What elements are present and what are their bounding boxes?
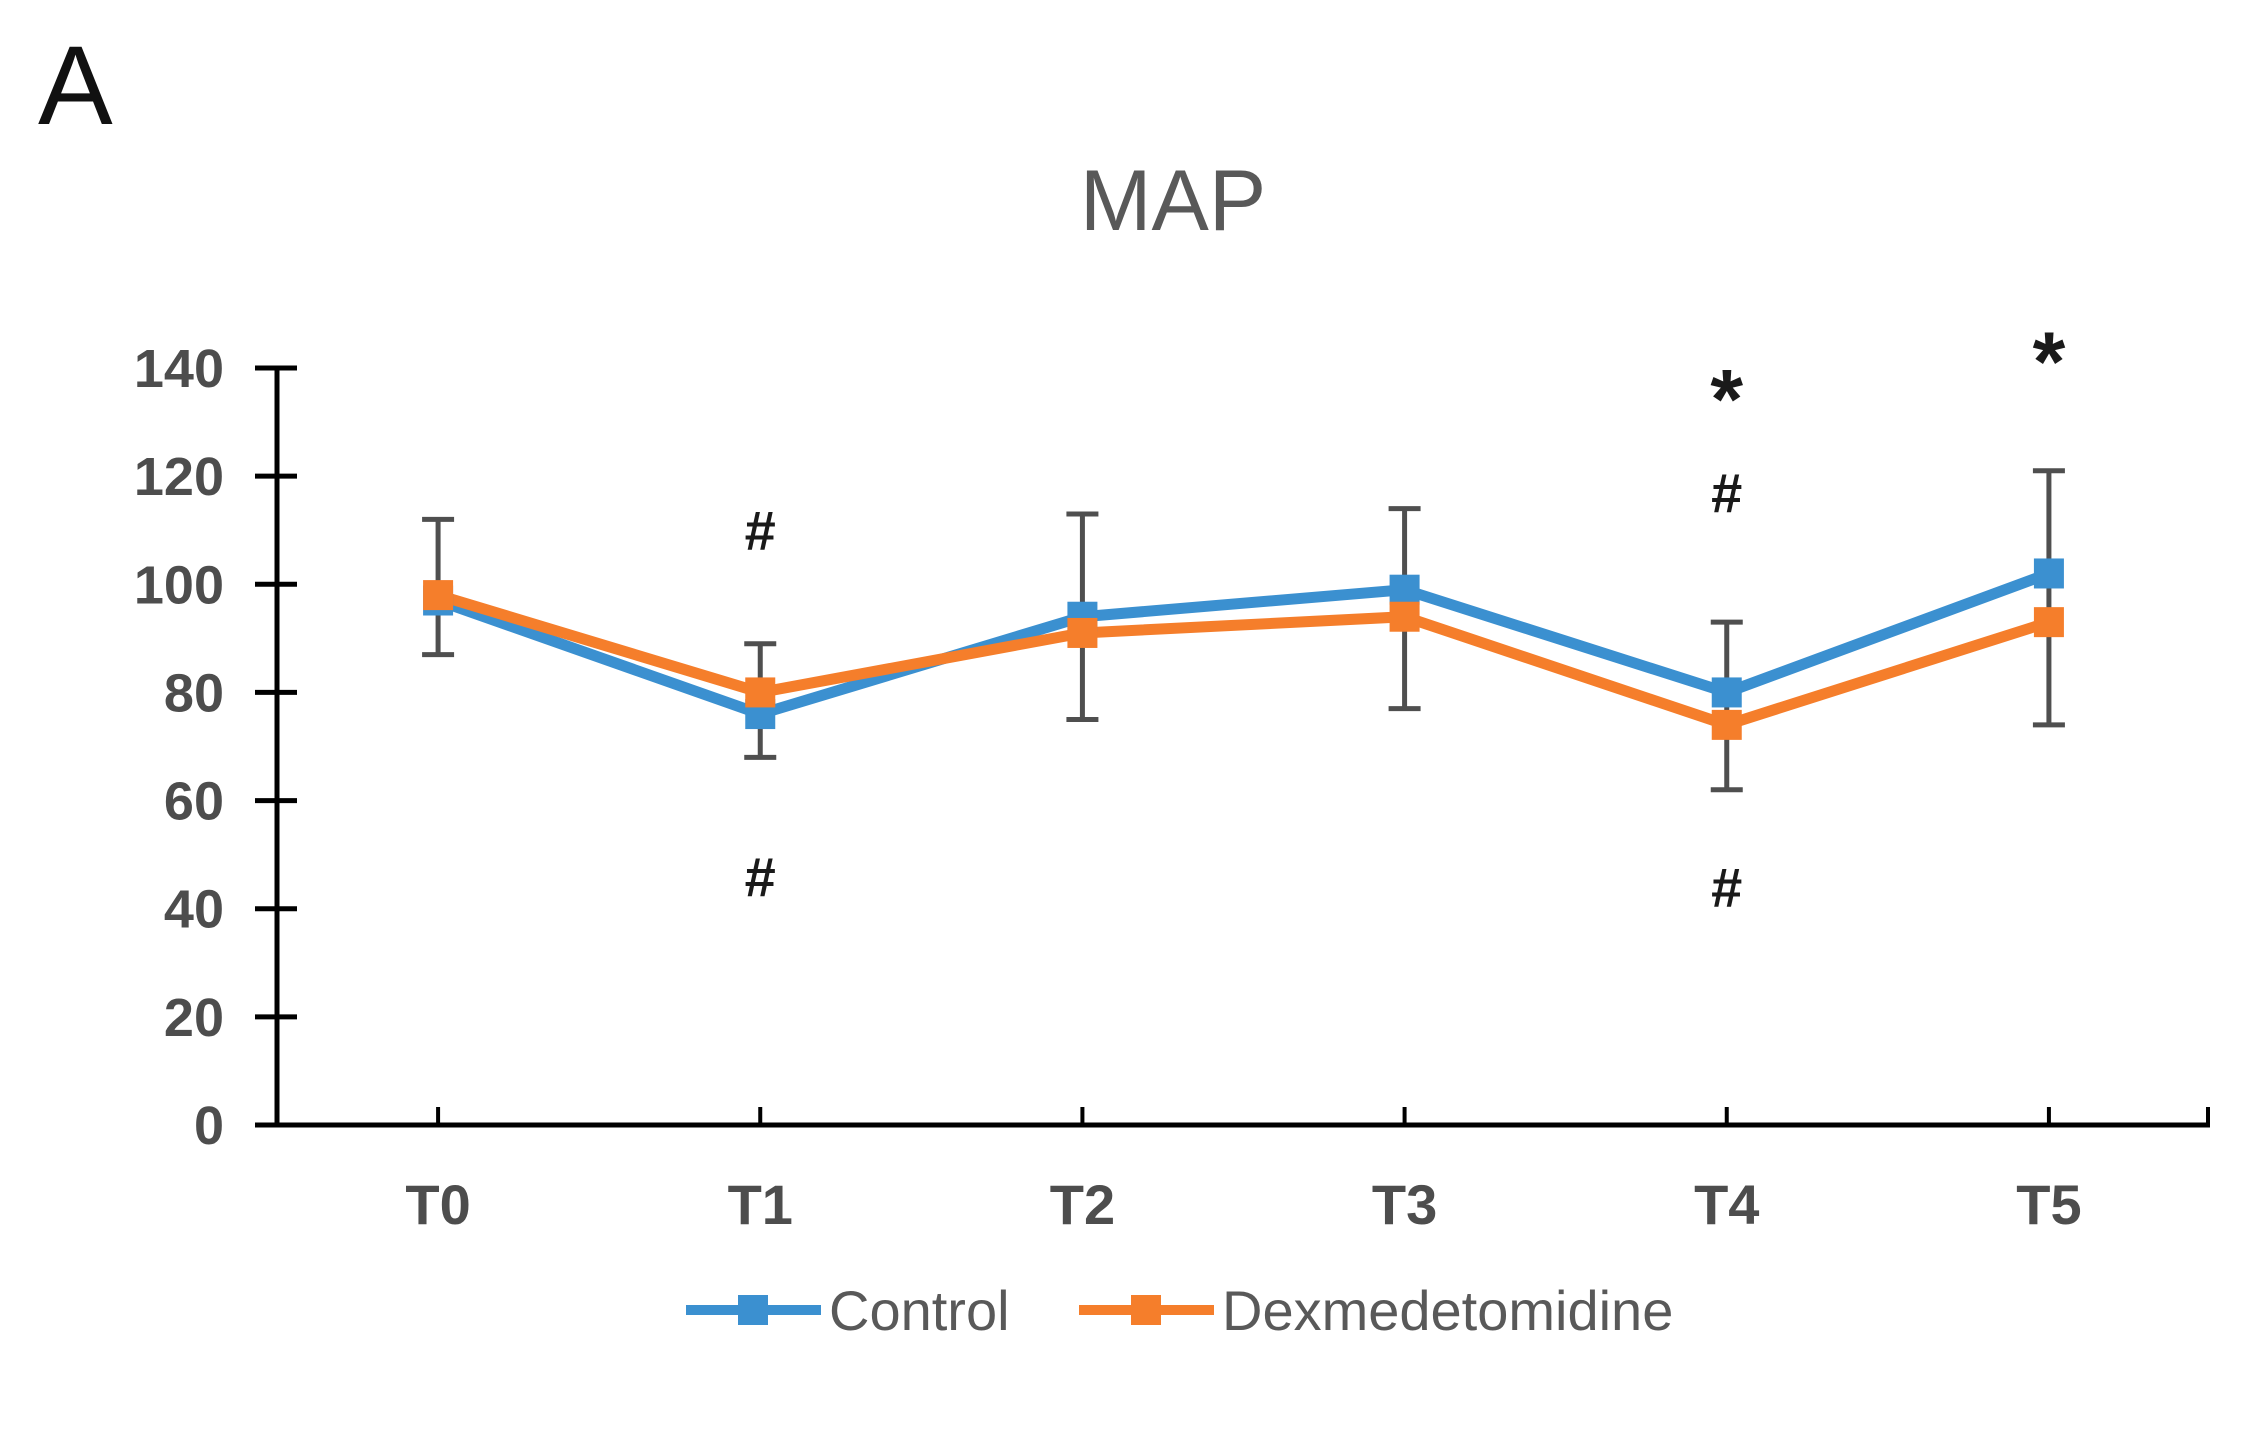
x-tick-label-T5: T5 [2016,1173,2081,1236]
legend: Control Dexmedetomidine [686,1279,1673,1342]
legend-marker-control [738,1295,768,1325]
y-tick-label-120: 120 [134,447,224,507]
annotation-star-T5-5: * [2033,314,2066,408]
legend-item-dexmedetomidine: Dexmedetomidine [1079,1279,1673,1342]
marker-dexmedetomidine-T2 [1067,617,1098,648]
marker-dexmedetomidine-T4 [1711,709,1742,740]
annotation-star-T4-2: * [1710,352,1743,446]
x-tick-label-T1: T1 [728,1173,793,1236]
x-tick-label-T3: T3 [1372,1173,1437,1236]
y-tick-label-80: 80 [164,663,224,723]
marker-control-T3 [1389,574,1420,605]
annotation-hash-T1-1: # [745,845,776,908]
marker-dexmedetomidine-T0 [423,580,454,611]
legend-marker-dexmedetomidine [1131,1295,1161,1325]
legend-label-dexmedetomidine: Dexmedetomidine [1222,1279,1673,1342]
chart-title: MAP [1080,153,1266,249]
series-line-control [432,567,2055,720]
x-tick-label-T2: T2 [1050,1173,1115,1236]
y-tick-label-20: 20 [164,988,224,1048]
y-tick-label-140: 140 [134,339,224,399]
series-line-dexmedetomidine [432,589,2055,731]
x-tick-label-T4: T4 [1694,1173,1759,1236]
y-tick-label-100: 100 [134,555,224,615]
marker-dexmedetomidine-T5 [2033,607,2064,638]
marker-control-T4 [1711,677,1742,708]
legend-label-control: Control [829,1279,1010,1342]
plot-area: 0 20 40 60 80 100 120 140 T0 T1 T2 T3 T4 T5 # # * # # * [134,314,2210,1236]
y-tick-label-60: 60 [164,772,224,832]
y-tick-label-40: 40 [164,880,224,940]
marker-dexmedetomidine-T3 [1389,601,1420,632]
marker-control-T5 [2033,558,2064,589]
annotation-hash-T4-3: # [1711,461,1742,524]
marker-dexmedetomidine-T1 [745,677,776,708]
annotation-hash-T4-4: # [1711,856,1742,919]
x-tick-label-T0: T0 [405,1173,470,1236]
y-tick-label-0: 0 [194,1096,224,1156]
panel-label: A [38,23,113,148]
annotation-hash-T1-0: # [745,499,776,562]
legend-item-control: Control [686,1279,1010,1342]
